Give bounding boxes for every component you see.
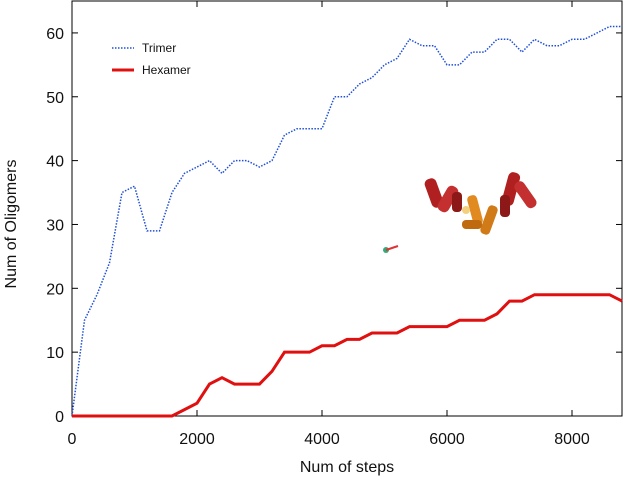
x-tick-label: 4000 [304, 431, 340, 448]
x-axis-label: Num of steps [300, 459, 394, 476]
legend-label: Trimer [142, 41, 176, 55]
y-tick-label: 0 [55, 409, 64, 426]
y-axis-label: Num of Oligomers [3, 160, 20, 289]
x-tick-label: 0 [68, 431, 77, 448]
y-tick-label: 30 [46, 217, 64, 234]
x-tick-label: 8000 [554, 431, 590, 448]
y-tick-label: 10 [46, 345, 64, 362]
x-tick-label: 2000 [179, 431, 215, 448]
legend-label: Hexamer [142, 63, 191, 77]
series-line [72, 293, 623, 418]
y-tick-label: 60 [46, 26, 64, 43]
y-tick-label: 50 [46, 90, 64, 107]
series-line [71, 25, 622, 417]
molecule-illustration [383, 172, 537, 253]
y-tick-label: 20 [46, 281, 64, 298]
x-tick-label: 6000 [429, 431, 465, 448]
plot-frame [71, 0, 623, 417]
y-tick-label: 40 [46, 154, 64, 171]
